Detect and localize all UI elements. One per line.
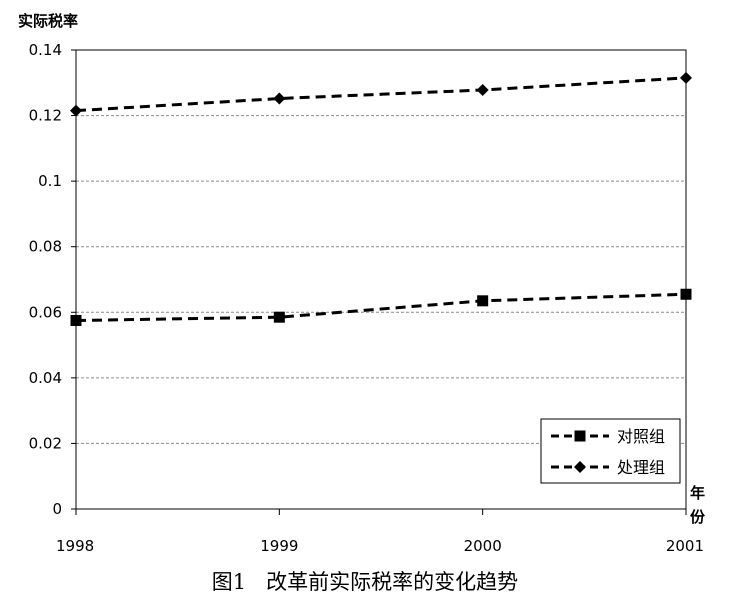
- y-axis-title: 实际税率: [18, 12, 78, 30]
- x-tick-label: 2001: [666, 537, 704, 555]
- legend-label-2: 处理组: [617, 458, 665, 477]
- y-tick-label: 0: [52, 500, 62, 518]
- series-line-2: [75, 76, 687, 113]
- data-point-2: [476, 83, 489, 96]
- data-point-1: [680, 288, 692, 300]
- legend-marker-2: [574, 461, 586, 473]
- x-axis-title-line1: 年: [690, 484, 705, 502]
- data-point-2: [273, 92, 286, 105]
- y-tick-label: 0.12: [29, 107, 62, 125]
- x-tick-label: 1999: [260, 537, 298, 555]
- y-tick-label: 0.1: [38, 172, 62, 190]
- x-tick-label: 2000: [464, 537, 502, 555]
- legend-box: [540, 418, 681, 484]
- x-axis-title-line2: 份: [690, 508, 706, 526]
- x-tick-labels: 1998 1999 2000 2001: [56, 537, 704, 555]
- y-tick-label: 0.04: [29, 369, 62, 387]
- y-tick-label: 0.08: [29, 238, 62, 256]
- y-tick-label: 0.02: [29, 434, 62, 452]
- legend-label-1: 对照组: [617, 427, 665, 446]
- series-line-1: [75, 292, 687, 322]
- data-point-1: [273, 311, 285, 323]
- data-point-2: [70, 104, 82, 117]
- figure-caption: 图1 改革前实际税率的变化趋势: [212, 570, 518, 594]
- series-lines: [70, 71, 692, 326]
- axes: [71, 49, 687, 515]
- x-tick-label: 1998: [56, 537, 94, 555]
- data-point-1: [70, 314, 82, 326]
- y-tick-label: 0.14: [29, 41, 62, 59]
- plot-frame: [75, 49, 687, 510]
- gridlines: [76, 49, 686, 444]
- y-tick-label: 0.06: [29, 303, 62, 321]
- data-point-1: [477, 295, 489, 307]
- data-point-2: [680, 71, 692, 84]
- legend-marker-1: [574, 430, 586, 442]
- y-tick-labels: 0 0.02 0.04 0.06 0.08 0.1 0.12 0.14: [29, 41, 62, 518]
